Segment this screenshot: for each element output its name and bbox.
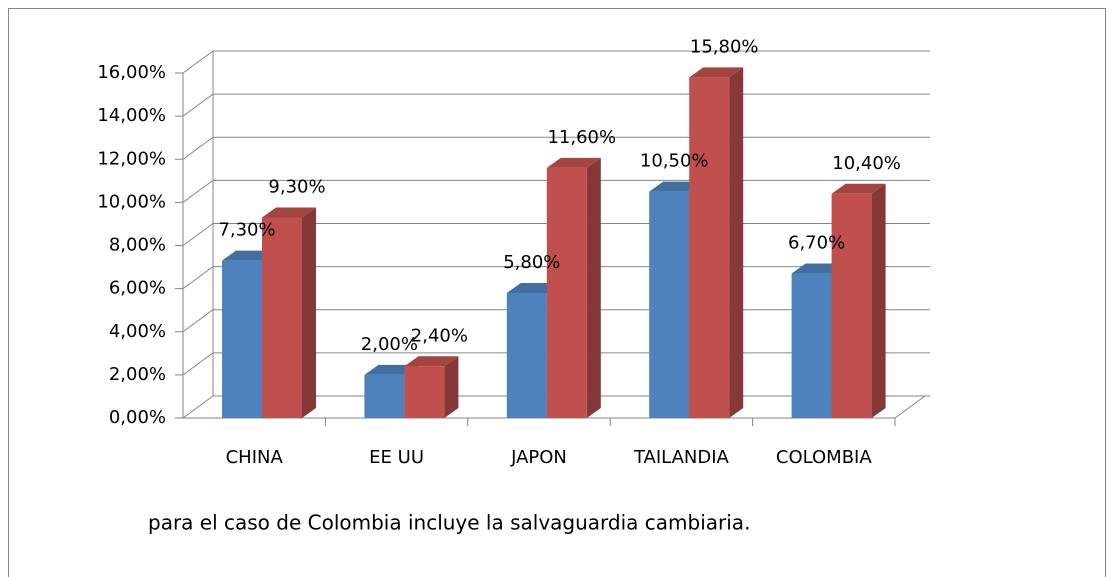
y-tick-label: 12,00% [97,148,166,169]
y-tick-label: 6,00% [109,278,166,299]
bar [831,183,886,418]
bar-face [546,157,601,168]
bar-face [586,157,601,418]
bar [546,157,601,418]
x-tick-label: TAILANDIA [633,447,730,468]
data-label: 5,80% [503,252,560,273]
bar-face [689,67,744,78]
frame [8,8,1106,577]
grid-line [175,136,930,160]
data-label: 6,70% [788,233,845,254]
bar-face [404,366,445,418]
y-tick-label: 4,00% [109,321,166,342]
bar [404,356,459,418]
bar-face [262,217,302,418]
grid-line [175,50,930,74]
bar-face [506,292,547,418]
bar-face [444,356,459,418]
y-tick-label: 8,00% [109,235,166,256]
bar-face [791,273,832,418]
x-tick-label: CHINA [226,447,284,468]
bar-face [831,193,872,418]
y-tick-label: 16,00% [97,62,166,83]
x-tick-label: COLOMBIA [776,447,872,468]
x-tick-label: JAPON [510,447,567,468]
y-tick-label: 0,00% [109,407,166,428]
data-label: 2,00% [361,334,418,355]
data-label: 10,50% [640,151,709,172]
y-tick-label: 2,00% [109,364,166,385]
x-tick-label: EE UU [369,447,424,468]
bar-face [871,183,886,418]
bar-face [302,207,316,418]
bar-face [729,67,744,418]
bar-face [689,77,730,418]
caption: para el caso de Colombia incluye la salv… [148,511,750,535]
data-label: 9,30% [268,176,325,197]
data-label: 2,40% [411,325,468,346]
data-label: 15,80% [690,36,759,57]
data-label: 11,60% [547,127,616,148]
bar-face [364,374,405,418]
bar-face [649,191,690,418]
bar-face [222,260,262,418]
bar-face [546,167,587,418]
data-label: 7,30% [218,220,275,241]
y-tick-label: 14,00% [97,105,166,126]
data-label: 10,40% [832,153,901,174]
grid-line [175,93,930,117]
bar [262,207,316,418]
y-tick-label: 10,00% [97,191,166,212]
bar-face [831,183,886,194]
bar [689,67,744,418]
bar-face [262,207,316,218]
bar-face [404,356,459,367]
